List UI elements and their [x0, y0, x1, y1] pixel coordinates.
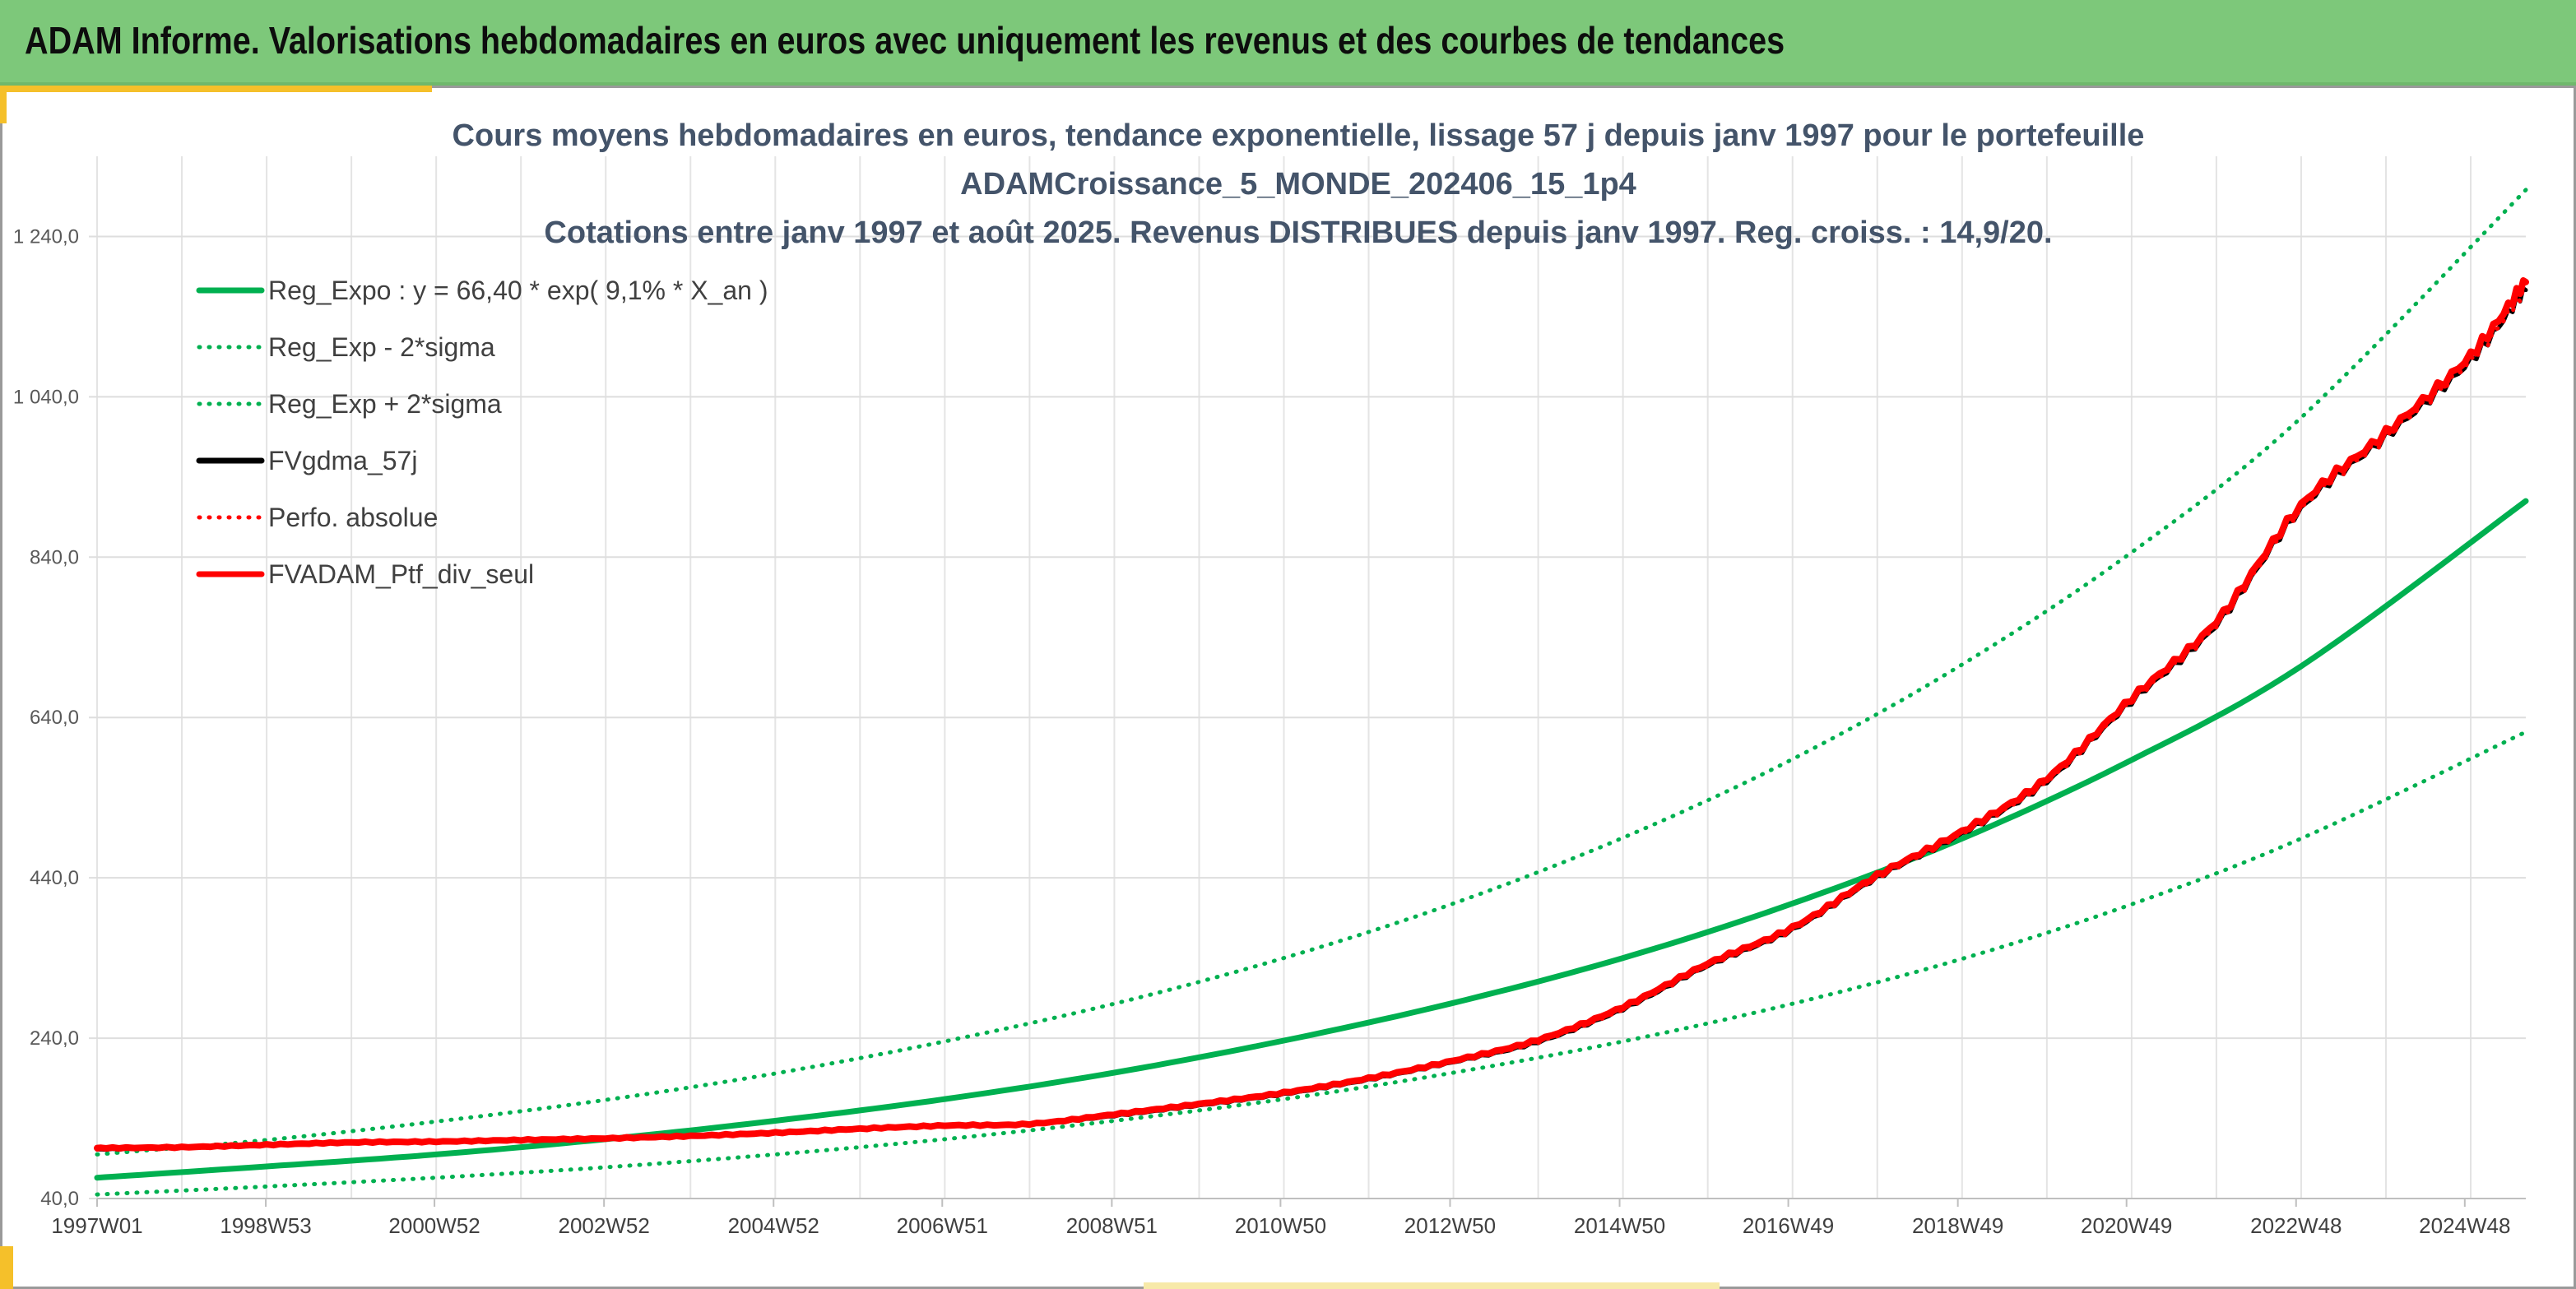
x-tick-label: 2018W49	[1912, 1213, 2003, 1238]
x-tick-label: 1998W53	[220, 1213, 311, 1238]
series-line-0	[94, 498, 2529, 1181]
chart-title-line-2: ADAMCroissance_5_MONDE_202406_15_1p4	[960, 167, 1636, 202]
corner-accent-bottom	[0, 1246, 13, 1289]
y-tick-label: 40,0	[40, 1188, 79, 1210]
series-group	[94, 188, 2529, 1197]
grid	[89, 156, 2526, 1199]
x-tick-label: 2010W50	[1235, 1213, 1326, 1238]
x-tick-label: 2012W50	[1404, 1213, 1496, 1238]
legend-label: FVADAM_Ptf_div_seul	[268, 559, 534, 589]
x-tick-label: 2022W48	[2250, 1213, 2342, 1238]
y-tick-label: 240,0	[30, 1027, 79, 1050]
chart-title-line-1: Cours moyens hebdomadaires en euros, ten…	[453, 118, 2145, 153]
series-line-4	[95, 286, 2528, 1152]
x-tick-label: 2004W52	[728, 1213, 819, 1238]
legend-label: FVgdma_57j	[268, 446, 417, 475]
chart-title: Cours moyens hebdomadaires en euros, ten…	[453, 118, 2145, 250]
x-tick-label: 2008W51	[1066, 1213, 1158, 1238]
x-tick-label: 2016W49	[1743, 1213, 1834, 1238]
header-bar: ADAM Informe. Valorisations hebdomadaire…	[0, 0, 2576, 86]
axis-ticks: 40,0 240,0 440,0 640,0 840,0 1 040,0 1 240,0 19…	[13, 225, 2511, 1238]
x-tick-label: 2024W48	[2419, 1213, 2510, 1238]
legend-label: Reg_Expo : y = 66,40 * exp( 9,1% * X_an …	[268, 276, 768, 305]
series-line-1	[95, 730, 2528, 1197]
x-tick-label: 2020W49	[2081, 1213, 2172, 1238]
y-tick-label: 1 040,0	[13, 386, 79, 408]
x-tick-label: 2000W52	[388, 1213, 480, 1238]
legend-label: Reg_Exp + 2*sigma	[268, 389, 502, 419]
x-tick-label: 1997W01	[51, 1213, 142, 1238]
legend-label: Perfo. absolue	[268, 503, 438, 532]
chart-title-line-3: Cotations entre janv 1997 et août 2025. …	[544, 216, 2052, 250]
y-tick-label: 840,0	[30, 546, 79, 568]
legend: Reg_Expo : y = 66,40 * exp( 9,1% * X_an …	[196, 276, 768, 589]
x-tick-label: 2006W51	[897, 1213, 988, 1238]
y-tick-label: 440,0	[30, 867, 79, 889]
series-line-2	[95, 188, 2528, 1157]
y-tick-label: 640,0	[30, 707, 79, 729]
x-tick-label: 2014W50	[1574, 1213, 1665, 1238]
bottom-accent	[1144, 1282, 1720, 1289]
x-tick-label: 2002W52	[559, 1213, 650, 1238]
page-title: ADAM Informe. Valorisations hebdomadaire…	[25, 19, 1785, 62]
legend-label: Reg_Exp - 2*sigma	[268, 332, 495, 362]
corner-accent	[0, 86, 432, 123]
y-tick-label: 1 240,0	[13, 225, 79, 248]
